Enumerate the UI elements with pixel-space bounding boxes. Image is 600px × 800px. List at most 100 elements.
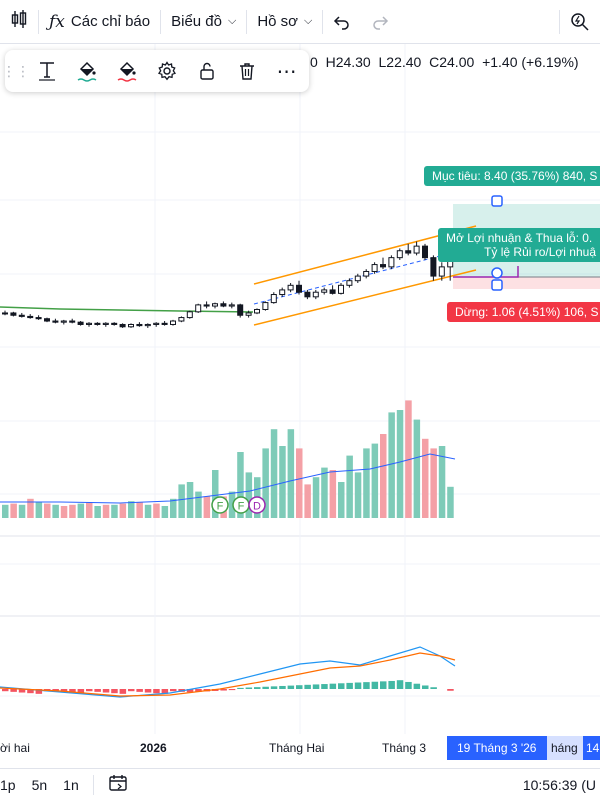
volume-bar [44,503,51,518]
more-button[interactable]: ⋯ [267,50,307,92]
stop-handle [491,279,503,291]
volume-bar [287,429,295,518]
interval-1n[interactable]: 1n [63,776,79,793]
toolbar-divider [246,9,248,34]
macd-histogram-bar [262,686,269,689]
entry-handle [491,267,503,279]
drawing-toolbar: ⋮⋮ ⋯ [2,50,309,92]
indicators-button[interactable]: ƒx Các chỉ báo [39,0,160,44]
macd-histogram-bar [363,682,370,689]
volume-average-line [0,453,456,504]
fill-color-button[interactable] [67,50,107,92]
event-marker-label: F [238,501,245,513]
candle-body [312,291,319,298]
delete-button[interactable] [227,50,267,92]
event-marker-label: F [217,501,224,513]
volume-bar [136,502,143,518]
toolbar-divider [38,9,39,34]
profile-menu-button[interactable]: Hồ sơ ⌵ [247,0,322,44]
macd-histogram-bar [136,689,143,692]
macd-histogram-bar [18,689,26,693]
volume-bar [77,503,85,518]
macd-histogram-bar [304,684,311,689]
lock-button[interactable] [187,50,227,92]
volume-bar [237,452,244,518]
ohlc-close: C24.00 [429,54,475,70]
candle-body [220,303,227,307]
toolbar-divider [160,9,162,34]
volume-bar [18,504,26,518]
interval-5n[interactable]: 5n [31,776,48,793]
candle-body [111,322,118,325]
macd-histogram-bar [237,687,244,689]
volume-bar [270,429,278,518]
macd-histogram-bar [128,689,135,692]
macd-histogram-bar [69,689,76,694]
candle-body [396,250,403,259]
macd-histogram-bar [329,683,337,689]
volume-bar [405,400,412,518]
target-label[interactable]: Mục tiêu: 8.40 (35.76%) 840, S [424,166,600,186]
volume-bar [94,506,101,518]
volume-bar [296,448,303,518]
candle-body [10,312,17,316]
macd-histogram-bar [119,689,127,694]
time-label: ời hai [0,741,30,755]
candle-body [329,289,336,294]
macd-histogram-bar [346,682,353,689]
settings-button[interactable] [147,50,187,92]
volume-bar [86,502,93,518]
macd-histogram-bar [153,689,160,694]
macd-histogram-bar [388,680,395,689]
event-marker [248,496,266,514]
volume-bar [279,446,286,518]
volume-bar [388,412,395,518]
macd-line [0,646,456,698]
volume-bar [60,506,68,518]
candlestick-type-button[interactable] [0,0,38,44]
go-to-date-button[interactable] [100,774,136,795]
ohlc-readout: 0 H24.30 L22.40 C24.00 +1.40 (+6.19%) [310,54,579,70]
quick-search-button[interactable] [560,0,600,44]
candle-body [354,275,361,282]
macd-histogram-bar [102,689,110,693]
candle-body [237,304,244,316]
candle-body [245,312,252,316]
text-tool-button[interactable] [27,50,67,92]
candle-body [27,315,34,319]
fill-color-icon [77,61,97,82]
volume-bar [170,498,177,518]
time-axis[interactable]: ời hai 2026 Tháng Hai Tháng 3 19 Tháng 3… [0,736,600,760]
macd-histogram-bar [354,682,362,689]
volume-bar [35,502,43,518]
chart-menu-button[interactable]: Biểu đồ ⌵ [161,0,246,44]
candle-body [212,303,218,307]
redo-button[interactable] [361,0,399,44]
macd-histogram-bar [422,685,429,689]
volume-bar [128,501,135,518]
macd-histogram-bar [405,681,412,689]
undo-button[interactable] [323,0,361,44]
macd-histogram-bar [2,689,9,692]
macd-histogram-bar [161,689,169,694]
stop-label[interactable]: Dừng: 1.06 (4.51%) 106, S [447,302,600,322]
candle-body [153,322,160,325]
candle-body [35,317,42,320]
volume-bar [27,498,34,518]
text-icon [39,62,55,81]
volume-bar [312,477,320,518]
trash-icon [240,63,254,80]
line-color-button[interactable] [107,50,147,92]
candlestick-icon [10,9,28,34]
indicators-label: Các chỉ báo [70,13,151,30]
volume-bar [430,448,437,518]
interval-1p[interactable]: 1p [0,776,16,793]
unlock-icon [200,62,214,80]
drag-handle[interactable]: ⋮⋮ [2,62,30,79]
volume-bar [153,503,160,518]
pnl-label[interactable]: Mở Lợi nhuận & Thua lỗ: 0. Tỷ lệ Rủi ro/… [438,228,600,262]
undo-icon [334,15,350,30]
candle-body [422,245,428,259]
candle-body [136,323,143,327]
